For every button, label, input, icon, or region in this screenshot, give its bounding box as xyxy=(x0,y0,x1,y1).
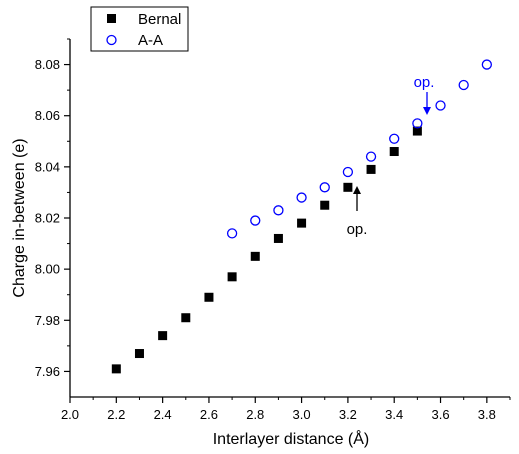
annotation-bernal-op: op. xyxy=(347,186,368,238)
bernal-point xyxy=(297,218,307,228)
bernal-point xyxy=(366,164,376,174)
legend-label-bernal: Bernal xyxy=(138,11,181,28)
x-tick-label: 2.0 xyxy=(61,407,79,422)
aa-point xyxy=(435,100,446,111)
aa-point xyxy=(296,192,307,203)
y-tick-label: 8.06 xyxy=(35,108,60,123)
x-tick-label: 3.8 xyxy=(478,407,496,422)
legend-label-aa: A-A xyxy=(138,32,163,49)
aa-point xyxy=(389,133,400,144)
y-tick-label: 8.08 xyxy=(35,57,60,72)
aa-point xyxy=(250,215,261,226)
data-series xyxy=(111,59,492,374)
aa-point xyxy=(458,79,469,91)
aa-point xyxy=(342,166,354,178)
bernal-point xyxy=(227,272,237,282)
annotation-aa-op: op. xyxy=(414,74,435,115)
x-tick-label: 3.0 xyxy=(293,407,311,422)
bernal-point xyxy=(134,349,144,359)
bernal-point xyxy=(204,292,214,302)
aa-point xyxy=(412,118,423,129)
y-tick-label: 8.02 xyxy=(35,211,60,226)
bernal-point xyxy=(320,200,330,210)
x-tick-label: 2.4 xyxy=(154,407,172,422)
aa-point xyxy=(365,151,377,162)
y-tick-label: 8.00 xyxy=(35,262,60,277)
y-axis-title: Charge in-between (e) xyxy=(11,138,28,297)
aa-point xyxy=(273,205,284,216)
legend-marker-aa xyxy=(106,34,117,46)
x-axis-title: Interlayer distance (Å) xyxy=(213,429,370,448)
x-tick-label: 3.4 xyxy=(385,407,403,422)
annotation-label-aa: op. xyxy=(414,74,435,91)
x-axis-ticks: 2.0 2.2 2.4 2.6 2.8 3.0 3.2 3.4 3.6 3.8 xyxy=(61,397,511,422)
x-tick-label: 3.6 xyxy=(431,407,449,422)
legend-marker-bernal xyxy=(107,14,116,23)
y-axis-ticks: 7.96 7.98 8.00 8.02 8.04 8.06 8.08 xyxy=(35,38,70,379)
bernal-point xyxy=(343,182,353,192)
bernal-point xyxy=(250,251,260,261)
legend: Bernal A-A xyxy=(90,6,189,52)
aa-point xyxy=(319,182,330,193)
bernal-point xyxy=(158,331,168,341)
x-tick-label: 3.2 xyxy=(339,407,357,422)
bernal-point xyxy=(181,313,191,323)
annotation-label-bernal: op. xyxy=(347,221,368,238)
bernal-point xyxy=(412,126,422,136)
x-tick-label: 2.2 xyxy=(107,407,125,422)
y-tick-label: 8.04 xyxy=(35,159,60,174)
bernal-point xyxy=(389,147,399,157)
y-tick-label: 7.96 xyxy=(35,364,60,379)
y-tick-label: 7.98 xyxy=(35,313,60,328)
x-tick-label: 2.6 xyxy=(200,407,218,422)
aa-point xyxy=(481,59,492,70)
bernal-point xyxy=(111,364,121,374)
aa-point xyxy=(226,228,238,239)
x-tick-label: 2.8 xyxy=(246,407,264,422)
bernal-point xyxy=(273,233,283,243)
